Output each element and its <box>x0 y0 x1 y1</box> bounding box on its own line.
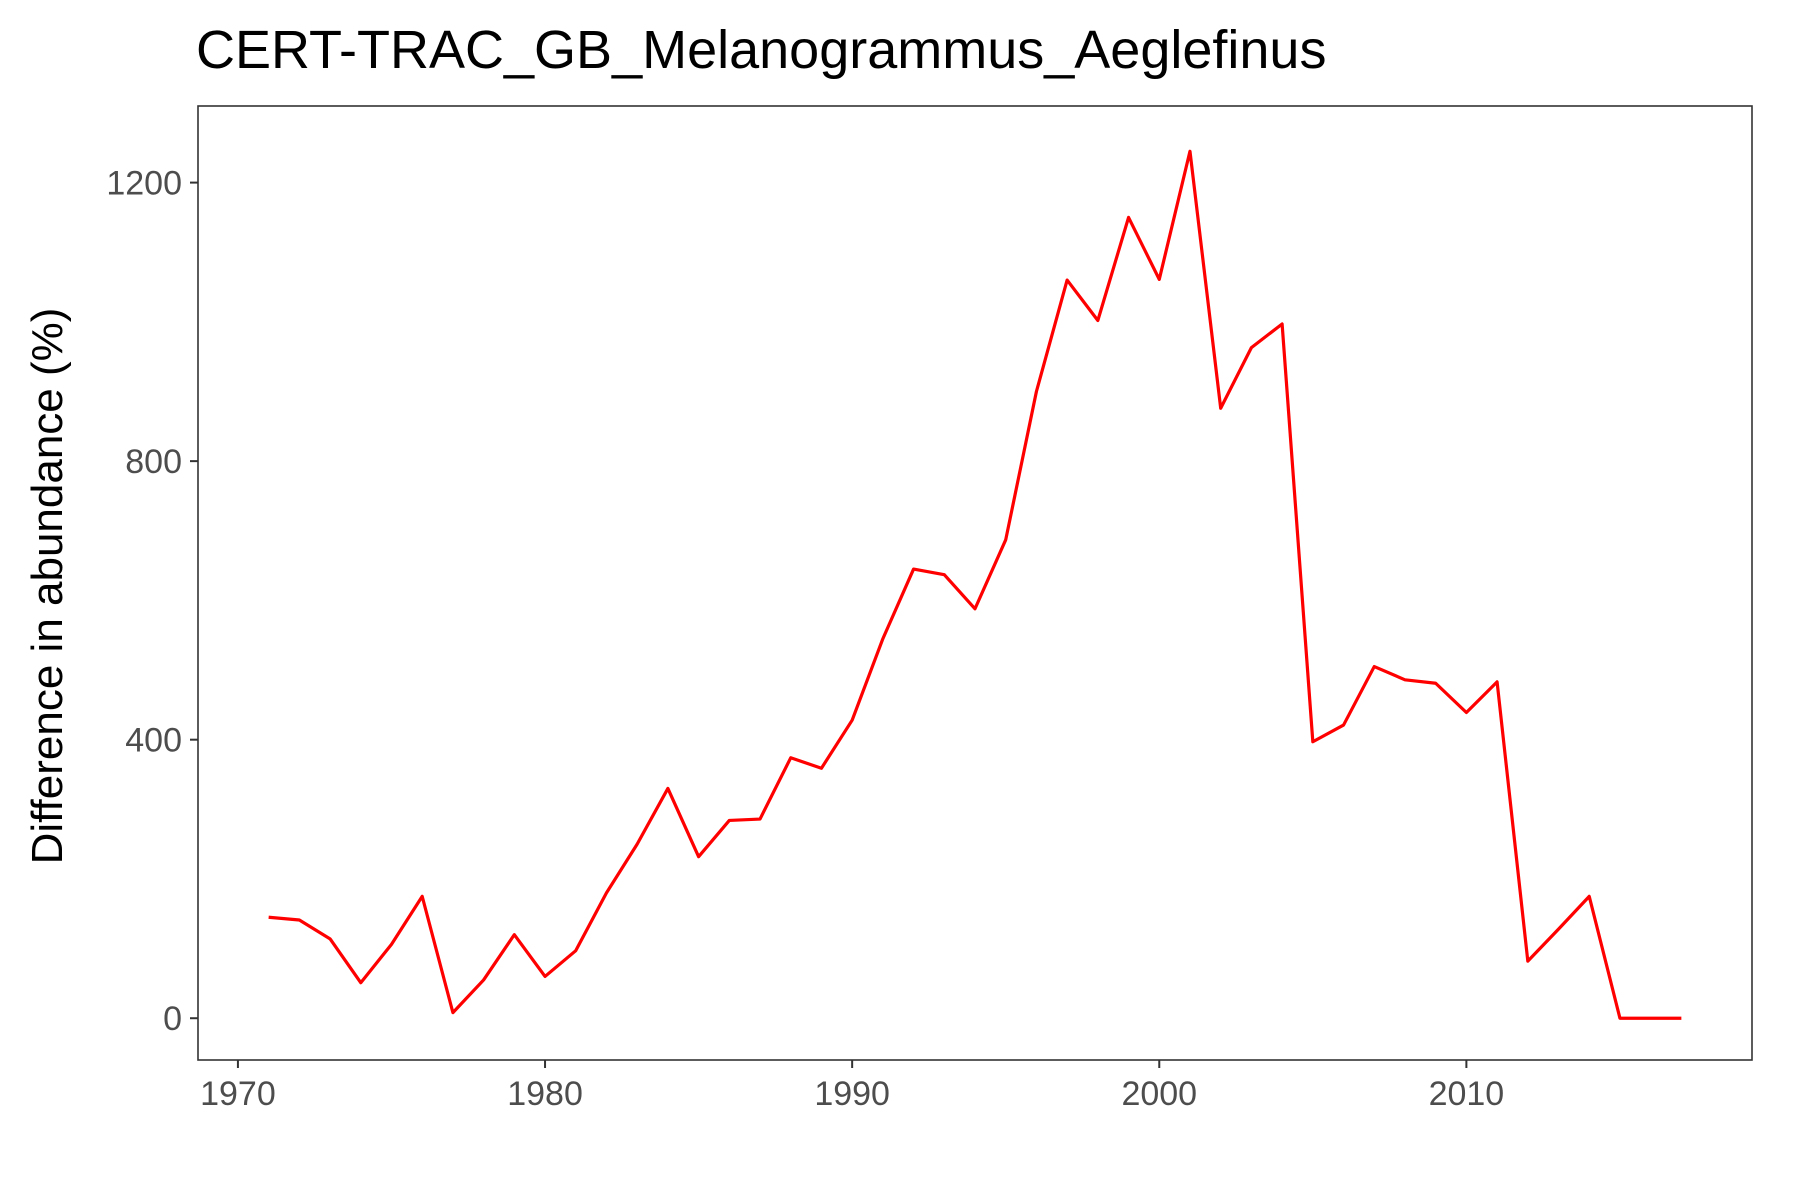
y-tick-label: 0 <box>163 1000 182 1038</box>
x-tick-label: 1990 <box>814 1075 890 1113</box>
chart-title: CERT-TRAC_GB_Melanogrammus_Aeglefinus <box>196 20 1326 80</box>
y-tick-label: 800 <box>125 443 182 481</box>
y-axis-label: Difference in abundance (%) <box>23 308 72 865</box>
y-tick-label: 1200 <box>106 165 182 203</box>
y-tick-label: 400 <box>125 722 182 760</box>
series-line-1 <box>268 149 1682 1020</box>
x-tick-label: 2010 <box>1429 1075 1505 1113</box>
plot-area: 0 400 800 1200 1970 1980 1990 2000 2010 <box>106 105 1753 1113</box>
plot-panel-border <box>197 105 1753 1061</box>
x-tick-label: 1980 <box>507 1075 583 1113</box>
x-tick-label: 1970 <box>200 1075 276 1113</box>
x-tick-label: 2000 <box>1121 1075 1197 1113</box>
